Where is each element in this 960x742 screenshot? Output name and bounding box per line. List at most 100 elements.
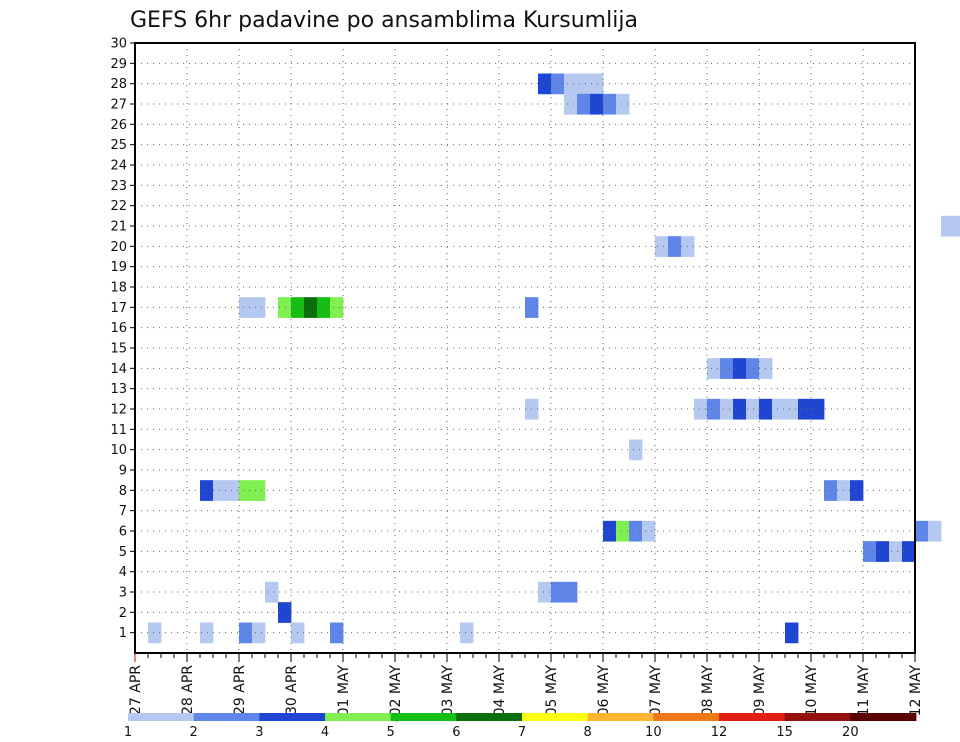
heatmap-cell (148, 622, 162, 644)
heatmap-cell (746, 398, 760, 420)
heatmap-cell (551, 581, 565, 603)
heatmap-cell (941, 215, 955, 237)
heatmap-cell (564, 581, 578, 603)
legend-swatch (390, 713, 457, 721)
legend-label: 1 (124, 725, 132, 740)
legend-label: 3 (255, 725, 263, 740)
heatmap-cell (265, 581, 279, 603)
legend-label: 12 (711, 725, 728, 740)
heatmap-cell (278, 297, 292, 318)
x-tick-label: 07 MAY (648, 665, 664, 717)
heatmap-cell (863, 541, 877, 562)
heatmap-cell (629, 520, 643, 542)
heatmap-cell (304, 297, 318, 318)
heatmap-cell (785, 622, 799, 644)
x-tick-label: 30 APR (284, 665, 300, 715)
y-tick-label: 6 (119, 525, 127, 540)
heatmap-cell (278, 602, 292, 623)
heatmap-cell (590, 93, 604, 115)
heatmap-cell (694, 398, 708, 420)
heatmap-cell (720, 398, 734, 420)
heatmap-cell (538, 581, 552, 603)
y-tick-label: 24 (110, 159, 127, 174)
legend-swatch (587, 713, 654, 721)
y-tick-label: 26 (110, 118, 127, 133)
heatmap-cell (616, 520, 630, 542)
legend-swatch (456, 713, 523, 721)
y-tick-label: 15 (110, 342, 127, 357)
x-tick-label: 01 MAY (336, 665, 352, 717)
heatmap-cell (200, 480, 214, 501)
y-tick-label: 18 (110, 281, 127, 296)
legend-swatch (653, 713, 720, 721)
y-tick-label: 28 (110, 77, 127, 92)
x-tick-label: 05 MAY (544, 665, 560, 717)
y-tick-label: 13 (110, 382, 127, 397)
x-tick-label: 08 MAY (700, 665, 716, 717)
heatmap-cell (889, 541, 903, 562)
heatmap-cell (252, 622, 266, 644)
legend-label: 15 (776, 725, 793, 740)
x-tick-label: 03 MAY (440, 665, 456, 717)
y-tick-label: 3 (119, 586, 127, 601)
legend-label: 6 (452, 725, 460, 740)
heatmap-cell (239, 480, 253, 501)
heatmap-cell (824, 480, 838, 501)
heatmap-cell (460, 622, 474, 644)
heatmap-cell (707, 398, 721, 420)
y-tick-label: 8 (119, 484, 127, 499)
heatmap-cell (928, 520, 942, 542)
grid-layer (135, 42, 915, 653)
y-axis: 1234567891011121314151617181920212223242… (110, 37, 135, 641)
heatmap-cell (564, 73, 578, 95)
heatmap-cell (850, 480, 864, 501)
x-tick-label: 12 MAY (908, 665, 924, 717)
legend-label: 7 (518, 725, 526, 740)
heatmap-cell (811, 398, 825, 420)
y-tick-label: 17 (110, 301, 127, 316)
heatmap-cell (733, 398, 747, 420)
legend-swatch (128, 713, 195, 721)
y-tick-label: 20 (110, 240, 127, 255)
heatmap-cell (239, 622, 253, 644)
heatmap-cell (954, 215, 960, 237)
legend-label: 4 (321, 725, 329, 740)
heatmap-cell (876, 541, 890, 562)
x-tick-label: 10 MAY (804, 665, 820, 717)
heatmap-cell (785, 398, 799, 420)
y-tick-label: 16 (110, 321, 127, 336)
heatmap-cell (252, 297, 266, 318)
y-tick-label: 7 (119, 504, 127, 519)
heatmap-cell (655, 236, 669, 257)
x-tick-label: 28 APR (180, 665, 196, 715)
y-tick-label: 27 (110, 98, 127, 113)
heatmap-cell (330, 622, 344, 644)
y-tick-label: 5 (119, 545, 127, 560)
y-tick-label: 1 (119, 626, 127, 641)
x-axis: 27 APR 28 APR 29 APR 30 APR 01 MAY 02 MAY 03 M… (128, 653, 924, 716)
heatmap-cell (616, 93, 630, 115)
y-tick-label: 21 (110, 220, 127, 235)
y-tick-label: 19 (110, 260, 127, 275)
legend-label: 2 (190, 725, 198, 740)
heatmap-cell (577, 73, 591, 95)
y-tick-label: 22 (110, 199, 127, 214)
x-tick-label: 29 APR (232, 665, 248, 715)
heatmap-cell (252, 480, 266, 501)
heatmap-cell (902, 541, 916, 562)
legend-label: 5 (387, 725, 395, 740)
heatmap-cell (707, 358, 721, 379)
legend-swatch (784, 713, 851, 721)
legend-swatch (850, 713, 917, 721)
y-tick-label: 30 (110, 37, 127, 52)
y-tick-label: 23 (110, 179, 127, 194)
chart-title: GEFS 6hr padavine po ansamblima Kursumli… (130, 8, 638, 33)
x-tick-label: 11 MAY (856, 665, 872, 717)
heatmap-cell (200, 622, 214, 644)
heatmap-cell (590, 73, 604, 95)
y-tick-label: 9 (119, 464, 127, 479)
y-tick-label: 2 (119, 606, 127, 621)
heatmap-cell (577, 93, 591, 115)
x-tick-label: 27 APR (128, 665, 144, 715)
